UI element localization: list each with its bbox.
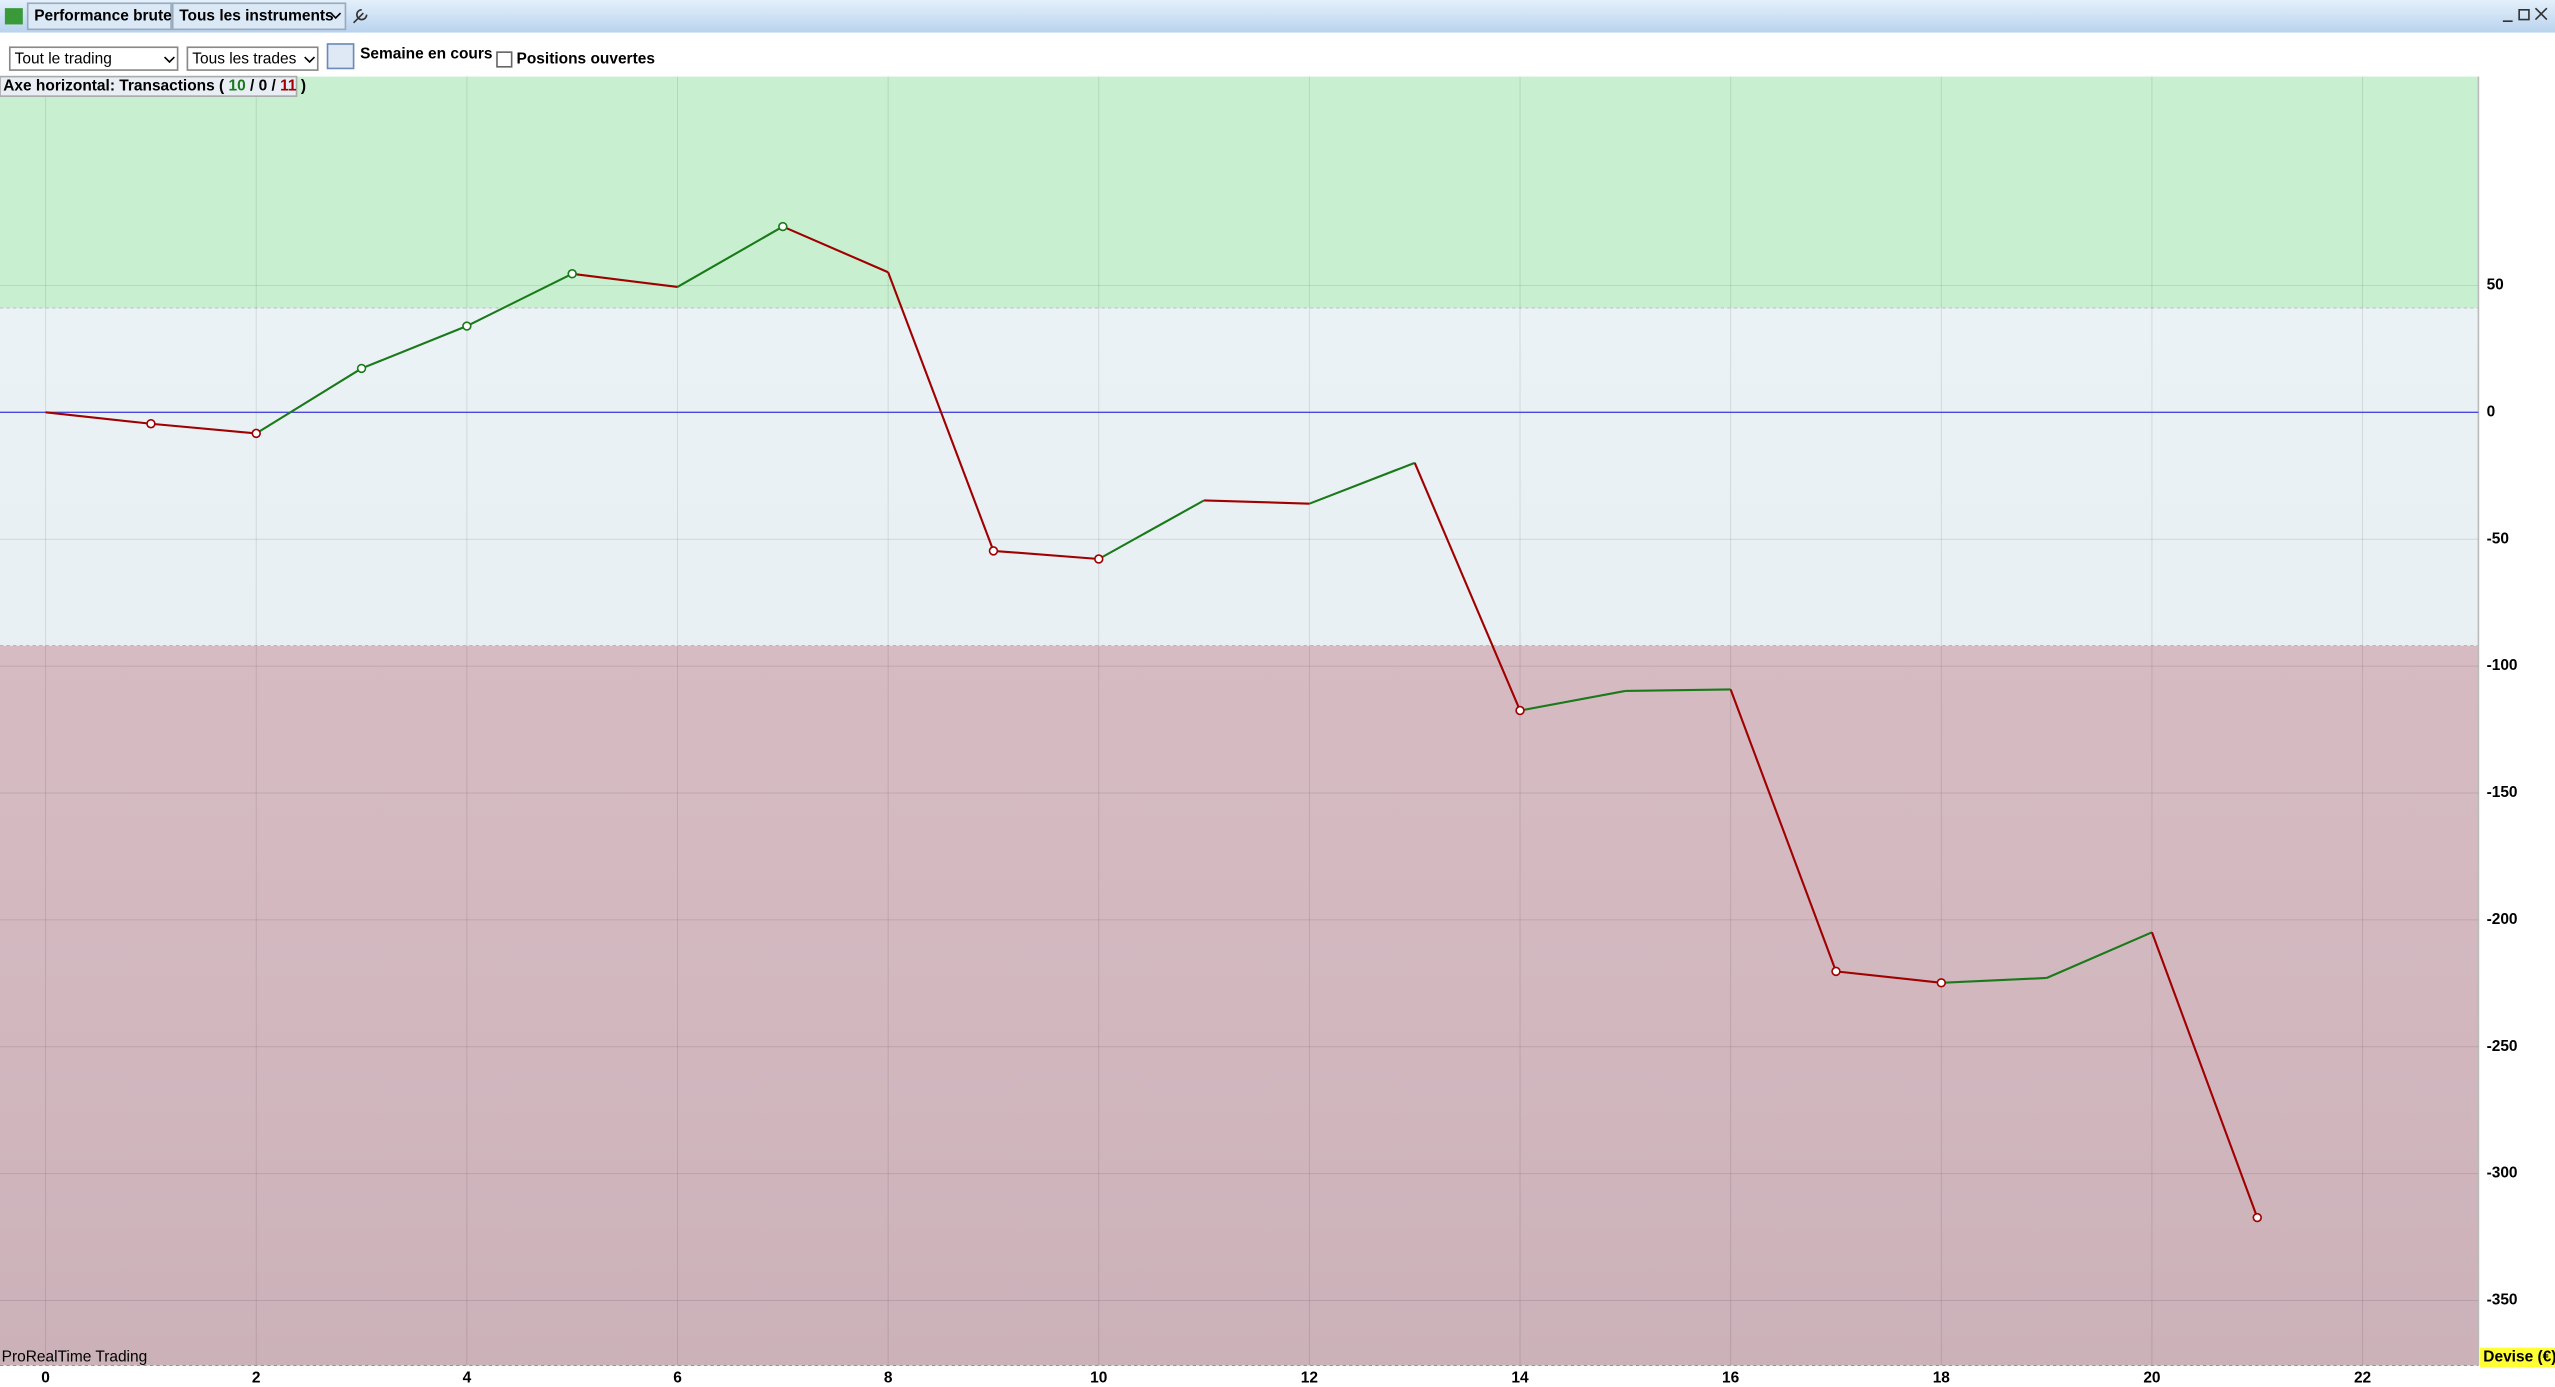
point — [2252, 1212, 2262, 1223]
segment — [1625, 688, 1731, 693]
caption-prefix: Axe horizontal: Transactions ( — [3, 77, 225, 94]
currency: Devise (€) — [2483, 1348, 2555, 1365]
trades-select[interactable] — [186, 46, 319, 71]
x-tick-label: 2 — [252, 1370, 261, 1387]
x-tick-label: 20 — [2143, 1370, 2160, 1387]
segment — [572, 272, 678, 289]
y-tick-label: -100 — [2487, 657, 2518, 674]
caption: Axe horizontal: Transactions ( 10 / 0 / … — [3, 77, 306, 94]
caption-suffix: ) — [301, 77, 306, 94]
losing-count: 11 — [280, 77, 297, 94]
y-tick-label: -250 — [2487, 1038, 2518, 1055]
x-tick-label: 18 — [1933, 1370, 1951, 1387]
segment — [1309, 461, 1416, 505]
point — [1515, 705, 1525, 716]
currency-box — [2480, 1347, 2555, 1368]
instrument-menu[interactable] — [171, 2, 347, 31]
winning-count: 10 — [228, 77, 245, 94]
plot: 50 0 -50 -100 -150 -200 -250 -300 -350 0 2 4 6 8 10 12 1… — [0, 76, 2518, 1387]
segment — [993, 549, 1099, 561]
tab[interactable] — [26, 2, 172, 31]
window-buttons[interactable] — [2502, 7, 2548, 22]
period-label: Semaine en cours — [360, 46, 492, 63]
point — [988, 546, 999, 556]
x-tick-label: 14 — [1511, 1370, 1529, 1387]
dropdown-arrow — [163, 56, 175, 64]
segment — [1098, 499, 1205, 560]
y-tick-label: -200 — [2487, 911, 2518, 928]
point — [356, 363, 367, 374]
point — [251, 428, 261, 439]
segment — [361, 325, 468, 370]
separator: / — [250, 77, 255, 94]
scope-label: Tout le trading — [15, 51, 112, 68]
segment — [887, 271, 995, 552]
segment — [1835, 970, 1942, 984]
separator: / — [272, 77, 277, 94]
neutral-count: 0 — [259, 77, 268, 94]
y-tick-label: 50 — [2487, 277, 2504, 294]
instrument-label: Tous les instruments — [179, 7, 333, 24]
segment — [782, 225, 889, 274]
checkbox[interactable] — [496, 51, 513, 68]
app-icon — [4, 8, 23, 25]
x-tick-label: 16 — [1722, 1370, 1740, 1387]
point — [567, 269, 577, 279]
y-tick-label: -300 — [2487, 1165, 2518, 1182]
caption-box — [0, 75, 298, 97]
x-tick-label: 8 — [884, 1370, 893, 1387]
settings-icon[interactable] — [353, 8, 368, 24]
calendar-button[interactable] — [326, 43, 355, 70]
segment — [45, 411, 152, 425]
tab-title: Performance brute — [34, 7, 172, 24]
point — [778, 221, 788, 232]
segment — [676, 225, 784, 288]
shade — [0, 76, 2479, 1366]
y-tick-label: -350 — [2487, 1292, 2518, 1309]
segment — [1519, 689, 1626, 712]
y-tick-label: -150 — [2487, 784, 2518, 801]
open-positions-label: Positions ouvertes — [517, 51, 655, 68]
point — [462, 321, 472, 331]
scope-select[interactable] — [8, 46, 179, 71]
x-tick-label: 12 — [1301, 1370, 1318, 1387]
y-tick-label: 0 — [2487, 403, 2496, 420]
x-tick-label: 0 — [41, 1370, 50, 1387]
trades-label: Tous les trades — [192, 51, 296, 68]
x-tick-label: 10 — [1090, 1370, 1107, 1387]
segment — [1941, 976, 2047, 984]
segment — [2150, 931, 2259, 1218]
title-bar — [0, 0, 2555, 33]
point — [1936, 978, 1947, 988]
point — [1094, 554, 1104, 564]
segment — [2046, 931, 2153, 979]
dropdown-arrow — [330, 12, 342, 20]
segment — [150, 422, 257, 435]
x-tick-label: 4 — [463, 1370, 472, 1387]
y-tick-label: -50 — [2487, 530, 2509, 547]
point — [1831, 966, 1841, 977]
segment — [466, 272, 573, 327]
segment — [1729, 689, 1837, 972]
x-tick-label: 22 — [2354, 1370, 2371, 1387]
dropdown-arrow — [304, 56, 316, 64]
x-tick-label: 6 — [673, 1370, 682, 1387]
brand: ProRealTime Trading — [2, 1348, 148, 1365]
segment — [1413, 462, 1522, 711]
segment — [255, 367, 363, 435]
segment — [1204, 499, 1310, 505]
point — [146, 419, 156, 429]
